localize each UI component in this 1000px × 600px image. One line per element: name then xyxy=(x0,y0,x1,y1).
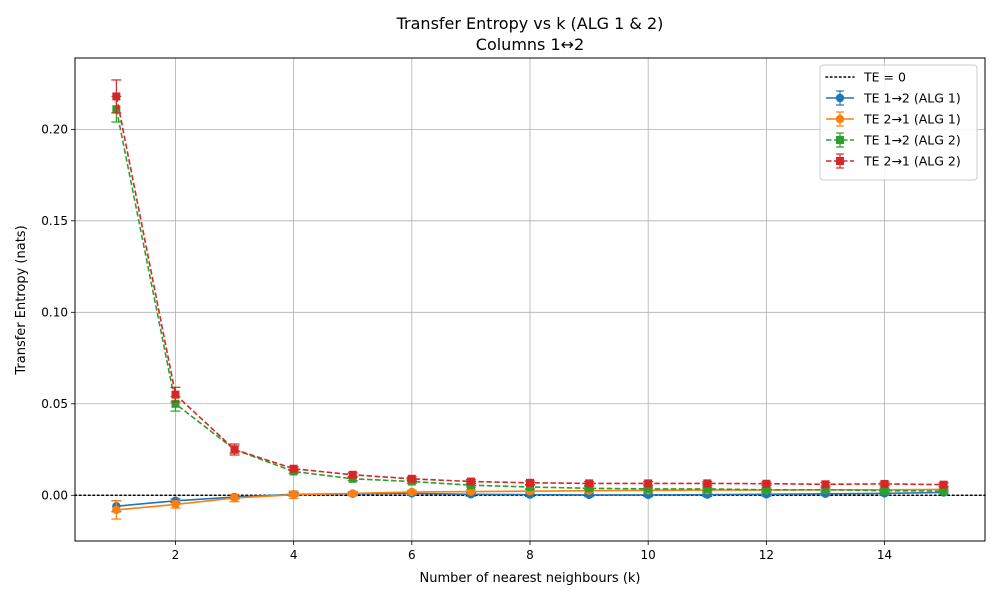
grid xyxy=(75,58,985,541)
x-tick-label: 8 xyxy=(526,548,534,562)
data-point xyxy=(230,445,239,454)
data-point xyxy=(585,484,594,493)
y-tick-label: 0.00 xyxy=(41,488,68,502)
data-point xyxy=(762,479,771,488)
data-point xyxy=(171,399,180,408)
data-point xyxy=(171,390,180,399)
data-point xyxy=(466,477,475,486)
x-tick-label: 10 xyxy=(641,548,656,562)
legend-label: TE 2→1 (ALG 1) xyxy=(863,112,961,127)
legend-label: TE 1→2 (ALG 1) xyxy=(863,91,961,106)
legend: TE = 0 TE 1→2 (ALG 1) TE 2→1 (ALG 1) TE 1→2… xyxy=(819,64,978,181)
series-group xyxy=(111,79,949,520)
legend-label: TE = 0 xyxy=(863,70,906,85)
data-point xyxy=(289,464,298,473)
legend-swatch-marker xyxy=(835,114,845,124)
data-point xyxy=(821,485,830,494)
legend-box xyxy=(819,64,978,181)
data-point xyxy=(880,479,889,488)
x-axis-label: Number of nearest neighbours (k) xyxy=(420,571,641,586)
series-4 xyxy=(111,79,949,489)
data-point xyxy=(526,483,534,492)
data-point xyxy=(821,480,830,489)
chart-subtitle: Columns 1↔2 xyxy=(476,35,584,54)
data-point xyxy=(939,487,948,496)
legend-swatch-marker xyxy=(835,93,845,103)
data-point xyxy=(703,479,712,488)
data-point xyxy=(348,474,357,483)
data-point xyxy=(585,479,594,488)
legend-swatch-marker xyxy=(836,157,844,165)
data-point xyxy=(230,493,239,503)
data-point xyxy=(644,479,653,488)
data-point xyxy=(112,92,121,101)
legend-label: TE 2→1 (ALG 2) xyxy=(863,154,961,169)
data-point xyxy=(880,486,889,495)
data-point xyxy=(348,470,357,479)
x-tick-label: 6 xyxy=(408,548,416,562)
data-point xyxy=(289,490,298,499)
data-point xyxy=(526,478,534,487)
data-point xyxy=(112,505,121,515)
y-tick-label: 0.15 xyxy=(41,214,68,228)
legend-swatch-marker xyxy=(836,136,844,144)
y-axis-label: Transfer Entropy (nats) xyxy=(14,225,29,375)
data-point xyxy=(466,487,476,496)
data-point xyxy=(939,480,948,489)
legend-label: TE 1→2 (ALG 2) xyxy=(863,133,961,148)
x-tick-label: 14 xyxy=(877,548,892,562)
y-tick-label: 0.20 xyxy=(41,122,68,136)
data-point xyxy=(348,489,357,498)
data-point xyxy=(644,484,653,493)
data-point xyxy=(407,487,417,497)
chart-title: Transfer Entropy vs k (ALG 1 & 2) xyxy=(396,14,664,33)
x-tick-label: 12 xyxy=(759,548,774,562)
data-point xyxy=(407,474,416,483)
x-tick-label: 2 xyxy=(172,548,180,562)
data-point xyxy=(703,484,712,493)
axis-ticks: 2 4 6 8 10 12 14 0.00 0.05 0.10 0.15 0.20 xyxy=(41,122,892,562)
x-tick-label: 4 xyxy=(290,548,298,562)
y-tick-label: 0.10 xyxy=(41,305,68,319)
data-point xyxy=(762,485,771,494)
data-point xyxy=(171,500,180,509)
y-tick-label: 0.05 xyxy=(41,397,68,411)
